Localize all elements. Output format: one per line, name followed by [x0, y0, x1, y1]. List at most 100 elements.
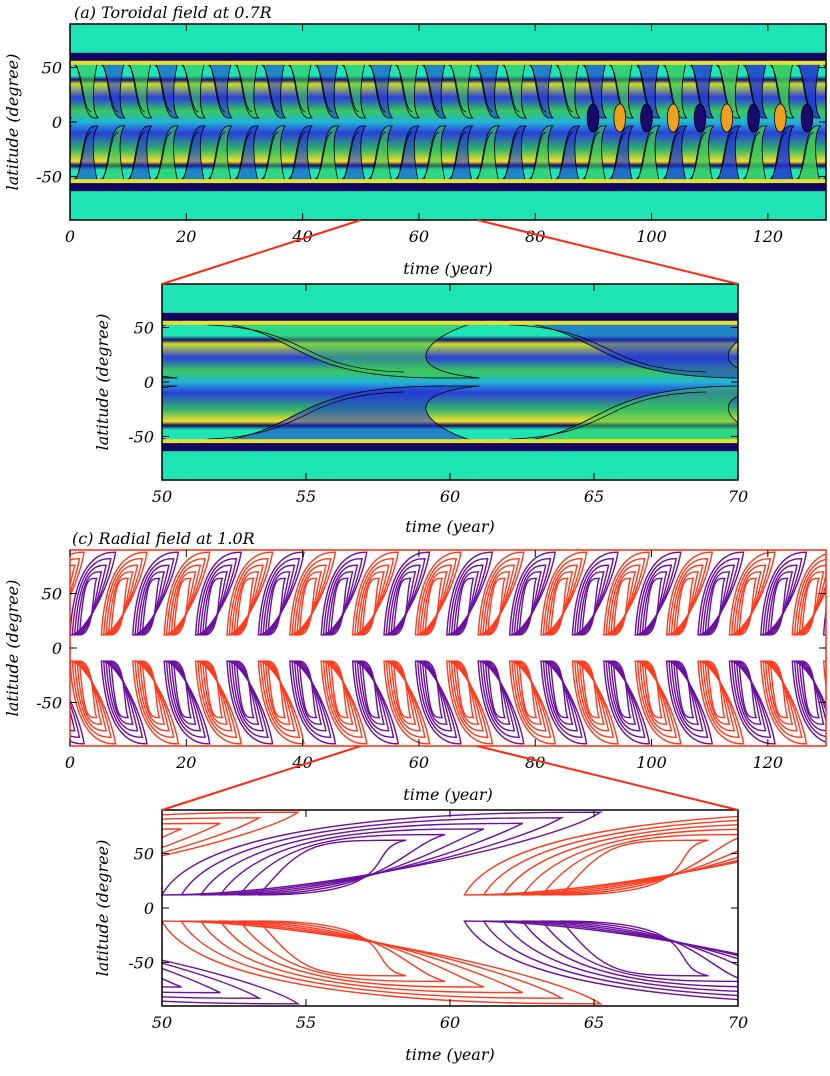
toroidal-wing-north — [203, 58, 235, 119]
toroidal-contour — [501, 64, 520, 113]
toroidal-contour — [555, 131, 574, 180]
panel-d-xtick-label: 55 — [296, 1013, 316, 1032]
panel-a-toroidal-field: (a) Toroidal field at 0.7R 0 20 40 60 80 100 1… — [3, 3, 827, 278]
panel-c-ytick-label: 50 — [42, 585, 62, 604]
radial-contour-north — [76, 571, 103, 636]
radial-contour-south — [542, 660, 583, 738]
radial-contour-south — [738, 660, 758, 719]
radial-contour-north — [70, 558, 81, 595]
zoom-line-right-cd — [476, 745, 739, 811]
radial-contour-north — [424, 577, 444, 636]
radial-contour-north — [230, 564, 265, 636]
toroidal-wing-north — [765, 58, 796, 119]
toroidal-core — [586, 103, 600, 133]
radial-contour-north — [540, 551, 588, 636]
zoom-line-left-ab — [161, 219, 362, 285]
radial-contour-north — [639, 564, 673, 636]
radial-contour-south — [293, 660, 327, 732]
radial-contour-north — [327, 571, 354, 636]
zoom-line-left-cd — [161, 745, 362, 811]
radial-contour-north — [581, 577, 601, 636]
radial-contour-north — [228, 558, 269, 636]
toroidal-core — [666, 103, 680, 133]
toroidal-wing-south — [364, 125, 395, 186]
radial-contour-north — [298, 577, 318, 636]
radial-contour-south — [450, 660, 484, 732]
panel-a-band — [70, 54, 826, 190]
toroidal-contour — [127, 64, 146, 113]
toroidal-wing-south — [96, 125, 128, 186]
radial-contour-north — [197, 558, 238, 636]
panel-b-ytick-label: 50 — [134, 319, 154, 338]
toroidal-wing-south — [767, 386, 830, 445]
toroidal-contour — [127, 131, 146, 180]
toroidal-wing-south — [283, 125, 315, 186]
radial-contour-north — [641, 571, 668, 636]
radial-contour-north — [549, 577, 569, 636]
toroidal-contour — [180, 131, 199, 180]
radial-contour-north — [105, 564, 139, 636]
toroidal-wing-north — [162, 318, 495, 379]
radial-contour-south — [702, 660, 736, 732]
radial-contour-south — [235, 660, 255, 719]
radial-contour-south — [390, 660, 417, 725]
toroidal-contour — [796, 131, 814, 180]
radial-contour-south — [264, 660, 291, 725]
radial-contour-south — [513, 660, 547, 732]
toroidal-wing-north — [792, 58, 823, 119]
zoom-connectors — [161, 219, 739, 811]
radial-contour-north — [264, 571, 291, 636]
toroidal-wing-south — [604, 125, 636, 186]
radial-contour-north — [226, 551, 274, 636]
toroidal-polar-edge-north — [70, 60, 826, 65]
radial-contour-north — [542, 558, 583, 636]
radial-contour-north — [163, 551, 211, 636]
radial-contour-north — [511, 558, 552, 636]
radial-contour-north — [704, 571, 731, 636]
radial-contour-north — [194, 551, 242, 636]
radial-contour-north — [421, 571, 448, 636]
radial-contour-north — [162, 822, 221, 849]
panel-b-ylabel: latitude (degree) — [93, 314, 112, 451]
panel-d-xtick-label: 70 — [728, 1013, 748, 1032]
toroidal-wing-north — [524, 58, 556, 119]
toroidal-wing-north — [96, 58, 128, 119]
toroidal-wing-south — [765, 125, 796, 186]
radial-contour-north — [603, 551, 651, 636]
toroidal-wing-south — [444, 125, 475, 186]
radial-contour-north — [731, 558, 772, 636]
panel-a-xtick-label: 60 — [409, 227, 429, 246]
toroidal-contour — [207, 131, 226, 180]
radial-contour-south — [612, 660, 632, 719]
toroidal-contour — [100, 131, 119, 180]
panel-c-xtick-label: 20 — [175, 753, 196, 772]
toroidal-wing-south — [685, 125, 716, 186]
toroidal-wing-north — [230, 58, 261, 119]
toroidal-wing-south — [738, 125, 770, 186]
radial-contour-north — [762, 558, 803, 636]
toroidal-wing-north — [711, 58, 743, 119]
radial-contour-north — [70, 564, 76, 588]
radial-contour-south — [453, 660, 480, 725]
panel-c-xlabel: time (year) — [403, 785, 492, 804]
panel-b-xtick-label: 70 — [728, 487, 748, 506]
panel-a-ytick-label: 0 — [52, 113, 62, 132]
radial-contour-north — [665, 551, 714, 636]
toroidal-wing-north — [578, 58, 609, 119]
radial-contour-south — [825, 921, 830, 987]
radial-contour-north — [257, 839, 407, 896]
radial-contour-south — [455, 660, 475, 719]
radial-contour-north — [383, 551, 431, 636]
radial-contour-south — [547, 660, 574, 725]
radial-contour-south — [463, 920, 738, 1001]
radial-contour-south — [0, 921, 143, 981]
panel-a-xtick-label: 0 — [65, 227, 75, 246]
radial-contour-north — [356, 564, 390, 636]
radial-contour-north — [103, 558, 144, 636]
radial-contour-north — [706, 577, 726, 636]
toroidal-contour — [154, 64, 172, 113]
radial-contour-south — [70, 660, 117, 745]
radial-contour-south — [665, 660, 714, 745]
toroidal-wing-north — [390, 58, 422, 119]
toroidal-contour — [314, 131, 333, 180]
